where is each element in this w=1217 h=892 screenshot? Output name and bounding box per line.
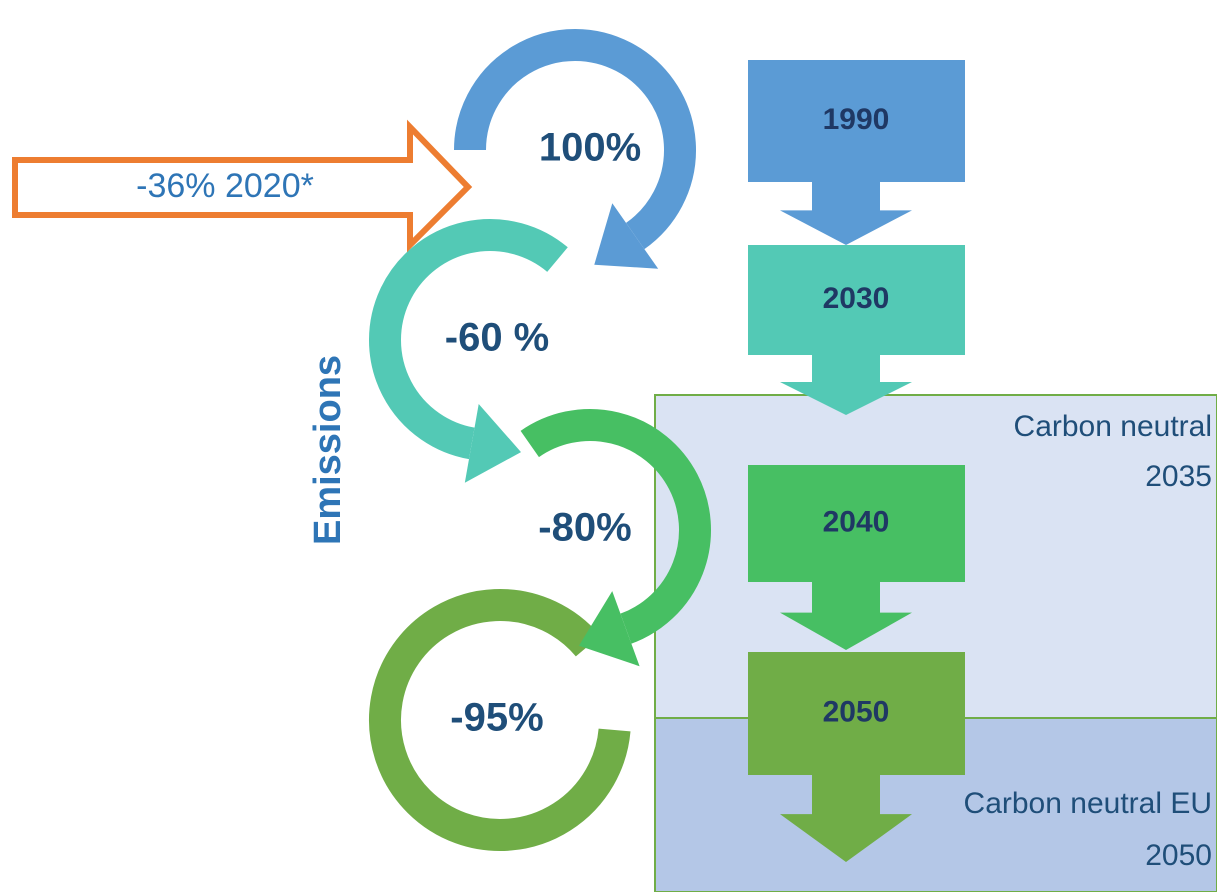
ring-arrow xyxy=(454,29,696,250)
step-label: 100% xyxy=(539,126,641,170)
ring-arrow xyxy=(369,219,568,460)
year-box xyxy=(748,465,965,582)
ring-arrow-head xyxy=(464,404,522,483)
flow-arrow xyxy=(780,580,912,650)
ring-arrow-head xyxy=(594,203,659,269)
flow-arrow xyxy=(780,773,912,862)
zone-label: 2050 xyxy=(1145,839,1212,872)
milestone-arrow xyxy=(12,119,473,253)
year-label: 2040 xyxy=(823,505,890,538)
flow-arrow xyxy=(780,353,912,415)
year-label: 2050 xyxy=(823,695,890,728)
axis-label: Emissions xyxy=(307,355,349,545)
milestone-label: -36% 2020* xyxy=(136,167,314,205)
year-label: 2030 xyxy=(823,282,890,315)
ring-arrow-head xyxy=(578,591,640,667)
flow-arrow xyxy=(780,180,912,245)
zone-label: Carbon neutral xyxy=(1014,410,1212,443)
year-box xyxy=(748,652,965,775)
zone-label: Carbon neutral EU xyxy=(964,787,1212,820)
year-box xyxy=(748,60,965,182)
zone-label: 2035 xyxy=(1145,460,1212,493)
step-label: -80% xyxy=(538,506,631,550)
ring-arrow xyxy=(520,409,711,644)
year-box xyxy=(748,245,965,355)
year-label: 1990 xyxy=(823,103,890,136)
ring-arrow xyxy=(369,589,631,851)
step-label: -60 % xyxy=(445,316,550,360)
step-label: -95% xyxy=(450,696,543,740)
